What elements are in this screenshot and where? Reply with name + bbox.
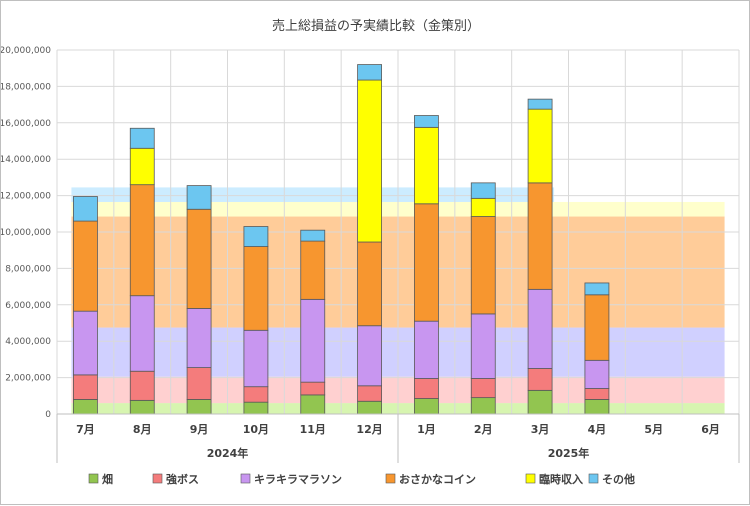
bar-segment	[73, 399, 98, 415]
x-tick-label: 10月	[243, 423, 269, 436]
y-tick-label: 12,000,000	[1, 192, 51, 202]
bar-segment	[357, 79, 382, 243]
bar-segment	[300, 229, 326, 242]
bar-segment	[357, 64, 382, 81]
bar-segment	[243, 386, 269, 403]
bar-segment	[414, 126, 439, 205]
legend: 畑 強ボス キラキラマラソン おさかなコイン 臨時収入 その他	[88, 472, 635, 486]
legend-label: 畑	[102, 473, 113, 486]
bar-segment	[300, 240, 326, 300]
y-tick-label: 2,000,000	[5, 374, 51, 384]
bar-segment	[414, 398, 439, 415]
bar-segment	[527, 288, 553, 369]
y-axis: 0 2,000,000 4,000,000 6,000,000 8,000,000 10,…	[1, 46, 51, 420]
legend-swatch	[88, 473, 99, 484]
bar-segment	[414, 320, 439, 379]
bar-segment	[414, 378, 439, 399]
bar-segment	[527, 108, 553, 184]
bar-segment	[300, 381, 326, 396]
bar-segment	[414, 203, 439, 322]
bar-segment	[300, 298, 326, 383]
bar-segment	[357, 400, 382, 415]
bar-segment	[73, 374, 98, 400]
bar-segment	[470, 182, 496, 199]
bar-segment	[470, 397, 496, 415]
bar-segment	[129, 370, 155, 401]
bar-segment	[129, 184, 155, 297]
bar-segment	[129, 295, 155, 372]
bar-segment	[186, 399, 212, 415]
x-tick-label: 6月	[701, 423, 720, 436]
bar-segment	[243, 226, 269, 247]
x-tick-label: 12月	[356, 423, 382, 436]
bar-segment	[186, 367, 212, 400]
legend-swatch	[525, 473, 536, 484]
bar-segment	[470, 378, 496, 399]
bar-segment	[357, 325, 382, 387]
x-tick-label: 7月	[76, 423, 95, 436]
legend-swatch	[240, 473, 251, 484]
y-tick-label: 20,000,000	[1, 46, 51, 56]
x-tick-label: 5月	[644, 423, 663, 436]
bars	[73, 64, 610, 415]
bar-segment	[129, 399, 155, 415]
x-tick-label: 8月	[133, 423, 152, 436]
y-tick-label: 18,000,000	[1, 82, 51, 92]
chart-title: 売上総損益の予実績比較（金策別）	[272, 18, 480, 34]
y-tick-label: 0	[45, 410, 51, 420]
bar-segment	[129, 127, 155, 149]
y-tick-label: 8,000,000	[5, 264, 51, 274]
y-tick-label: 6,000,000	[5, 301, 51, 311]
bar-segment	[527, 368, 553, 391]
bar-segment	[584, 399, 610, 415]
x-tick-label: 1月	[417, 423, 436, 436]
legend-swatch	[152, 473, 163, 484]
bar-segment	[73, 310, 98, 376]
bar-segment	[243, 246, 269, 331]
bar-segment	[243, 329, 269, 388]
x-group-label: 2025年	[548, 446, 590, 460]
bar-segment	[186, 208, 212, 309]
y-tick-label: 10,000,000	[1, 228, 51, 238]
legend-label: その他	[602, 472, 635, 486]
bar-segment	[470, 313, 496, 379]
bar-segment	[186, 185, 212, 210]
bar-segment	[470, 216, 496, 315]
bar-segment	[300, 394, 326, 415]
x-tick-label: 2月	[474, 423, 493, 436]
bar-segment	[129, 147, 155, 186]
bar-segment	[584, 359, 610, 389]
y-tick-label: 14,000,000	[1, 155, 51, 165]
bar-segment	[584, 282, 610, 296]
bar-segment	[527, 98, 553, 110]
legend-swatch	[588, 473, 599, 484]
bar-segment	[243, 401, 269, 415]
x-tick-label: 4月	[588, 423, 607, 436]
legend-label: 強ボス	[166, 472, 199, 486]
x-group-label: 2024年	[207, 446, 249, 460]
bar-segment	[414, 115, 439, 128]
bar-segment	[527, 389, 553, 415]
x-axis: 7月 8月 9月 10月 11月 12月 1月 2月 3月 4月 5月 6月 2024年 2025年	[56, 413, 740, 463]
x-tick-label: 9月	[190, 423, 209, 436]
legend-label: 臨時収入	[539, 472, 583, 486]
legend-swatch	[385, 473, 396, 484]
y-tick-label: 16,000,000	[1, 119, 51, 129]
bar-segment	[527, 182, 553, 290]
y-tick-label: 4,000,000	[5, 337, 51, 347]
bar-segment	[186, 308, 212, 368]
bar-segment	[470, 197, 496, 217]
bar-segment	[584, 294, 610, 361]
legend-label: キラキラマラソン	[254, 473, 342, 486]
bar-segment	[357, 385, 382, 402]
x-tick-label: 11月	[300, 423, 326, 436]
legend-label: おさかなコイン	[399, 473, 476, 486]
bar-segment	[357, 241, 382, 327]
bar-segment	[73, 196, 98, 222]
x-tick-label: 3月	[531, 423, 550, 436]
bar-segment	[584, 388, 610, 400]
bar-segment	[73, 220, 98, 312]
